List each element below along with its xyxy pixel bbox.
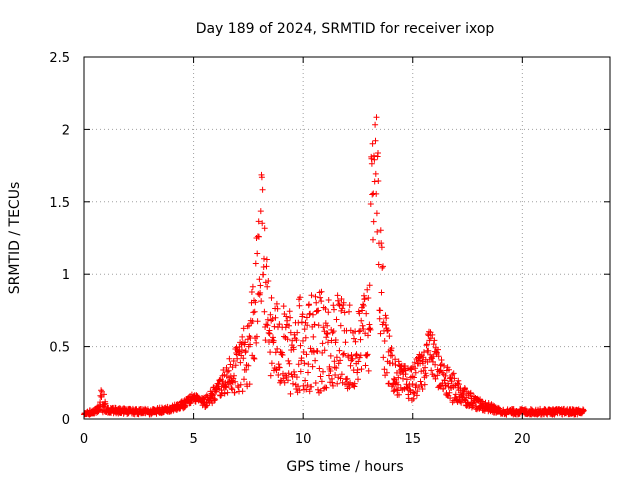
chart-title: Day 189 of 2024, SRMTID for receiver ixo… <box>196 21 495 37</box>
y-tick-label: 1.5 <box>49 196 70 211</box>
x-tick-label: 10 <box>295 432 312 447</box>
x-axis-label: GPS time / hours <box>286 459 403 475</box>
y-axis-label: SRMTID / TECUs <box>7 182 23 295</box>
x-tick-label: 15 <box>404 432 421 447</box>
y-tick-label: 2.5 <box>49 51 70 66</box>
y-tick-label: 0.5 <box>49 341 70 356</box>
axis-ticks: 0 5 10 15 20 0 0.5 1 1.5 2 2.5 <box>49 51 610 447</box>
series-srmtid-points <box>81 114 587 418</box>
y-tick-label: 2 <box>62 123 70 138</box>
x-tick-label: 0 <box>80 432 88 447</box>
data-points <box>81 114 587 418</box>
plot-frame <box>83 56 611 420</box>
x-tick-label: 20 <box>514 432 531 447</box>
y-tick-label: 1 <box>62 268 70 283</box>
grid-lines <box>84 57 610 419</box>
x-tick-label: 5 <box>189 432 197 447</box>
y-tick-label: 0 <box>62 413 70 428</box>
